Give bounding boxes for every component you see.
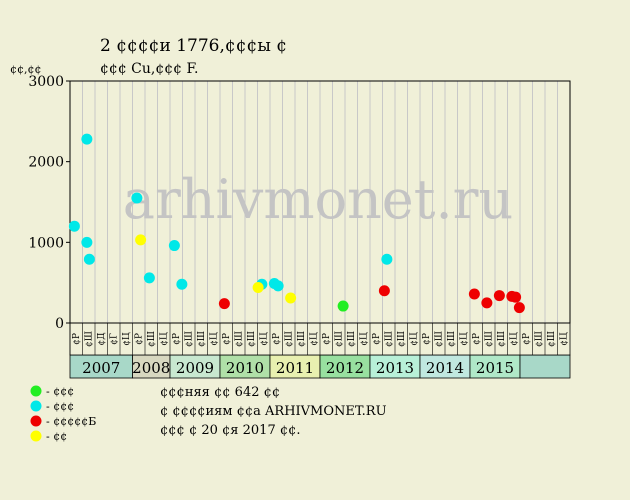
data-point — [468, 288, 480, 300]
data-point — [510, 291, 522, 303]
data-point — [481, 297, 493, 309]
year-label: 2007 — [82, 359, 120, 377]
plot-frame — [69, 80, 571, 324]
data-point — [176, 278, 188, 290]
x-sublabel: ¢Ц — [359, 332, 369, 346]
x-sublabel: ¢Ц — [409, 332, 419, 346]
x-sublabel: ¢Ш — [334, 331, 344, 347]
data-point — [513, 302, 525, 314]
x-sublabel: ¢Ц — [309, 332, 319, 346]
x-sublabel: ¢Ш — [247, 331, 257, 347]
x-sublabel: ¢Ц — [459, 332, 469, 346]
data-point — [285, 292, 297, 304]
data-point — [143, 272, 155, 284]
y-tick-label: 1000 — [28, 235, 64, 251]
data-point — [272, 280, 284, 292]
legend: - ¢¢¢ - ¢¢¢ - ¢¢¢¢¢Б - ¢¢ — [30, 385, 96, 443]
x-sublabel: ¢Ш — [234, 331, 244, 347]
legend-label: - ¢¢¢ — [46, 385, 74, 398]
x-sublabel: ¢Р — [222, 333, 232, 345]
year-band — [519, 354, 571, 379]
x-sublabel: ¢Ш — [484, 331, 494, 347]
x-sublabel: ¢Ц — [122, 332, 132, 346]
x-sublabel: ¢Ш — [397, 331, 407, 347]
x-sublabel: ¢Ш — [434, 331, 444, 347]
year-label: 2014 — [426, 359, 464, 377]
year-label: 2013 — [376, 359, 414, 377]
x-sublabel: ¢Ш — [147, 331, 157, 347]
x-sublabel: ¢Ш — [197, 331, 207, 347]
legend-marker — [30, 385, 42, 397]
chart-subtitle: ¢¢¢ Cu,¢¢¢ F. — [100, 61, 199, 77]
x-sublabel: ¢Ш — [184, 331, 194, 347]
data-point — [83, 253, 95, 265]
y-axis-label: ¢¢,¢¢ — [10, 63, 42, 76]
x-sublabel: ¢Ш — [297, 331, 307, 347]
x-sublabel: ¢Р — [272, 333, 282, 345]
year-label: 2015 — [476, 359, 514, 377]
x-sublabel: ¢Ш — [347, 331, 357, 347]
year-label: 2011 — [276, 359, 314, 377]
year-label: 2012 — [326, 359, 364, 377]
x-sublabel: ¢Ц — [509, 332, 519, 346]
year-label: 2010 — [226, 359, 264, 377]
x-sublabel: ¢Р — [472, 333, 482, 345]
x-sublabel: ¢Р — [522, 333, 532, 345]
chart-title: 2 ¢¢¢¢и 1776,¢¢¢ы ¢ — [100, 36, 287, 56]
data-point — [252, 282, 264, 294]
year-label: 2008 — [132, 359, 170, 377]
data-point — [81, 236, 93, 248]
x-sublabel: ¢Р — [172, 333, 182, 345]
notes: ¢¢¢няя ¢¢ 642 ¢¢ ¢ ¢¢¢¢иям ¢¢а ARHIVMONET… — [160, 385, 387, 438]
y-tick-label: 0 — [55, 316, 64, 332]
data-point — [68, 220, 80, 232]
data-point — [168, 240, 180, 252]
legend-marker — [30, 400, 42, 412]
grid — [70, 81, 570, 323]
x-sublabel: ¢Р — [134, 333, 144, 345]
x-sublabel: ¢Р — [322, 333, 332, 345]
x-sublabel: ¢Ц — [159, 332, 169, 346]
note-line: ¢ ¢¢¢¢иям ¢¢а ARHIVMONET.RU — [160, 404, 387, 419]
data-points — [68, 133, 525, 314]
data-point — [81, 133, 93, 145]
x-sublabel: ¢Г — [109, 333, 119, 345]
x-sublabel: ¢Ш — [284, 331, 294, 347]
y-tick-label: 3000 — [28, 74, 64, 90]
x-sublabel: ¢Ц — [559, 332, 569, 346]
note-line: ¢¢¢няя ¢¢ 642 ¢¢ — [160, 385, 280, 400]
x-sublabel: ¢Ш — [84, 331, 94, 347]
y-tick-label: 2000 — [28, 155, 64, 171]
watermark: arhivmonet.ru — [123, 168, 513, 231]
legend-marker — [30, 430, 42, 442]
x-sublabel: ¢Р — [72, 333, 82, 345]
data-point — [378, 285, 390, 297]
x-sublabel: ¢Ш — [384, 331, 394, 347]
x-sublabel: ¢Ш — [497, 331, 507, 347]
data-point — [337, 300, 349, 312]
legend-label: - ¢¢¢ — [46, 400, 74, 413]
data-point — [493, 290, 505, 302]
data-point — [131, 192, 143, 204]
axes: 2007 2008 2009 2010 2011 2012 2013 2014 2015¢Р ¢Ш… — [28, 74, 571, 379]
legend-marker — [30, 415, 42, 427]
x-sublabel: ¢Ш — [534, 331, 544, 347]
data-point — [135, 234, 147, 246]
x-sublabel: ¢Ш — [447, 331, 457, 347]
x-sublabel: ¢Р — [372, 333, 382, 345]
legend-label: - ¢¢ — [46, 430, 67, 443]
x-sublabel: ¢Ш — [547, 331, 557, 347]
x-sublabel: ¢Р — [422, 333, 432, 345]
data-point — [218, 298, 230, 310]
data-point — [381, 253, 393, 265]
x-sublabel: ¢Д — [97, 332, 107, 345]
note-line: ¢¢¢ ¢ 20 ¢я 2017 ¢¢. — [160, 423, 301, 438]
x-sublabel: ¢Ц — [259, 332, 269, 346]
x-sublabel: ¢Ц — [209, 332, 219, 346]
year-label: 2009 — [176, 359, 214, 377]
legend-label: - ¢¢¢¢¢Б — [46, 415, 96, 428]
